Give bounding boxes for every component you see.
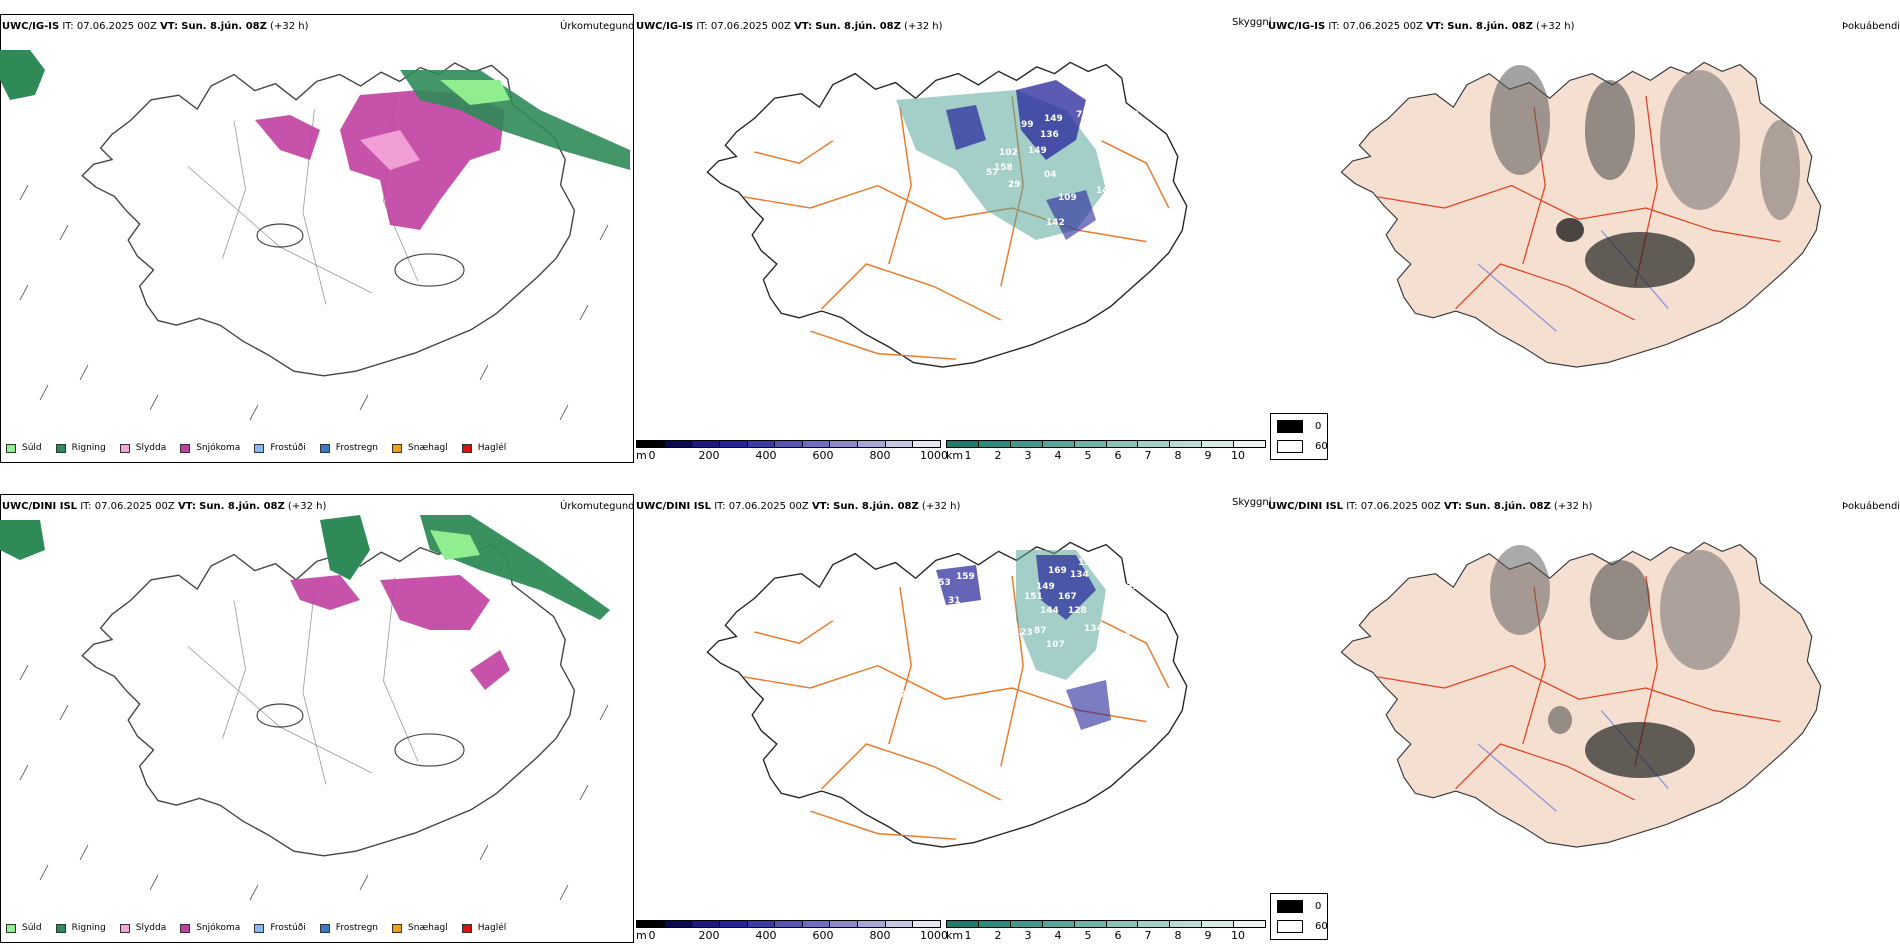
precip-map-frame xyxy=(0,14,634,463)
drizzle-area xyxy=(440,80,510,105)
precip-map-frame xyxy=(0,494,634,943)
snow-area xyxy=(340,90,505,230)
precip-map xyxy=(0,515,610,901)
fog-map-title: Þokuábendi xyxy=(1842,501,1900,512)
precip-map-header: UWC/DINI ISL IT: 07.06.2025 00Z VT: Sun.… xyxy=(2,501,327,512)
precip-map-title: Úrkomutegund xyxy=(560,501,635,512)
vis-map-title: Skyggni xyxy=(1232,497,1272,508)
row-1: UWC/IG-IS IT: 07.06.2025 00Z VT: Sun. 8.… xyxy=(0,0,1900,470)
legend-item: Frostregn xyxy=(319,443,378,453)
fog-map-header: UWC/DINI ISL IT: 07.06.2025 00Z VT: Sun.… xyxy=(1268,501,1593,512)
precip-legend: Súld Rigning Slydda Snjókoma Frostúði Fr… xyxy=(6,443,520,453)
legend-item: Haglél xyxy=(461,443,506,453)
vis-value-labels: 149 71 130 99 136 159 102 149 22 158 190… xyxy=(894,110,1156,290)
vis-map-title: Skyggni xyxy=(1232,17,1272,28)
visibility-map xyxy=(706,61,1188,368)
rain-area xyxy=(400,70,630,170)
swatch xyxy=(254,443,265,453)
visibility-map xyxy=(706,541,1188,848)
visibility-colorbar xyxy=(946,920,1266,928)
vis-map-header: UWC/DINI ISL IT: 07.06.2025 00Z VT: Sun.… xyxy=(636,501,961,512)
swatch xyxy=(180,443,191,453)
init-time: IT: 07.06.2025 00Z xyxy=(62,21,157,32)
visibility-unit: km xyxy=(946,449,964,462)
precip-legend: Súld Rigning Slydda Snjókoma Frostúði Fr… xyxy=(6,923,520,933)
model-name: UWC/IG-IS xyxy=(2,21,60,32)
swatch xyxy=(319,443,330,453)
fog-map-header: UWC/IG-IS IT: 07.06.2025 00Z VT: Sun. 8.… xyxy=(1268,21,1575,32)
vt-label: VT: xyxy=(160,21,179,32)
precip-map-title: Úrkomutegund xyxy=(560,21,635,32)
fog-map xyxy=(1340,541,1822,848)
sleet-area xyxy=(360,130,420,170)
fog-legend: 0 60 xyxy=(1270,893,1328,940)
vis-value-labels: 137 134 149 132 151 167 128 134 276 107 … xyxy=(900,558,1143,742)
rain-area xyxy=(0,50,45,100)
fog-map xyxy=(1340,61,1822,368)
height-unit: m xyxy=(636,449,647,462)
fog-legend: 0 60 xyxy=(1270,413,1328,460)
snow-area xyxy=(255,115,320,160)
height-colorbar xyxy=(636,920,941,928)
legend-item: Rigning xyxy=(55,443,106,453)
vis-map-header: UWC/IG-IS IT: 07.06.2025 00Z VT: Sun. 8.… xyxy=(636,21,943,32)
lead-time: (+32 h) xyxy=(270,21,309,32)
swatch xyxy=(392,443,403,453)
swatch xyxy=(119,443,130,453)
legend-item: Snjókoma xyxy=(180,443,240,453)
precip-map-header: UWC/IG-IS IT: 07.06.2025 00Z VT: Sun. 8.… xyxy=(2,21,308,32)
precip-map xyxy=(0,50,630,421)
legend-item: Frostúði xyxy=(254,443,306,453)
vt-value: Sun. 8.jún. 08Z xyxy=(181,21,267,32)
height-unit: m xyxy=(636,929,647,942)
swatch xyxy=(6,443,16,453)
legend-item: Slydda xyxy=(119,443,166,453)
legend-item: Súld xyxy=(6,443,42,453)
row-2: UWC/DINI ISL IT: 07.06.2025 00Z VT: Sun.… xyxy=(0,480,1900,950)
legend-item: Snæhagl xyxy=(392,443,448,453)
visibility-colorbar xyxy=(946,440,1266,448)
swatch xyxy=(55,443,66,453)
fog-map-title: Þokuábendi xyxy=(1842,21,1900,32)
height-colorbar xyxy=(636,440,941,448)
swatch xyxy=(461,443,472,453)
visibility-unit: km xyxy=(946,929,964,942)
